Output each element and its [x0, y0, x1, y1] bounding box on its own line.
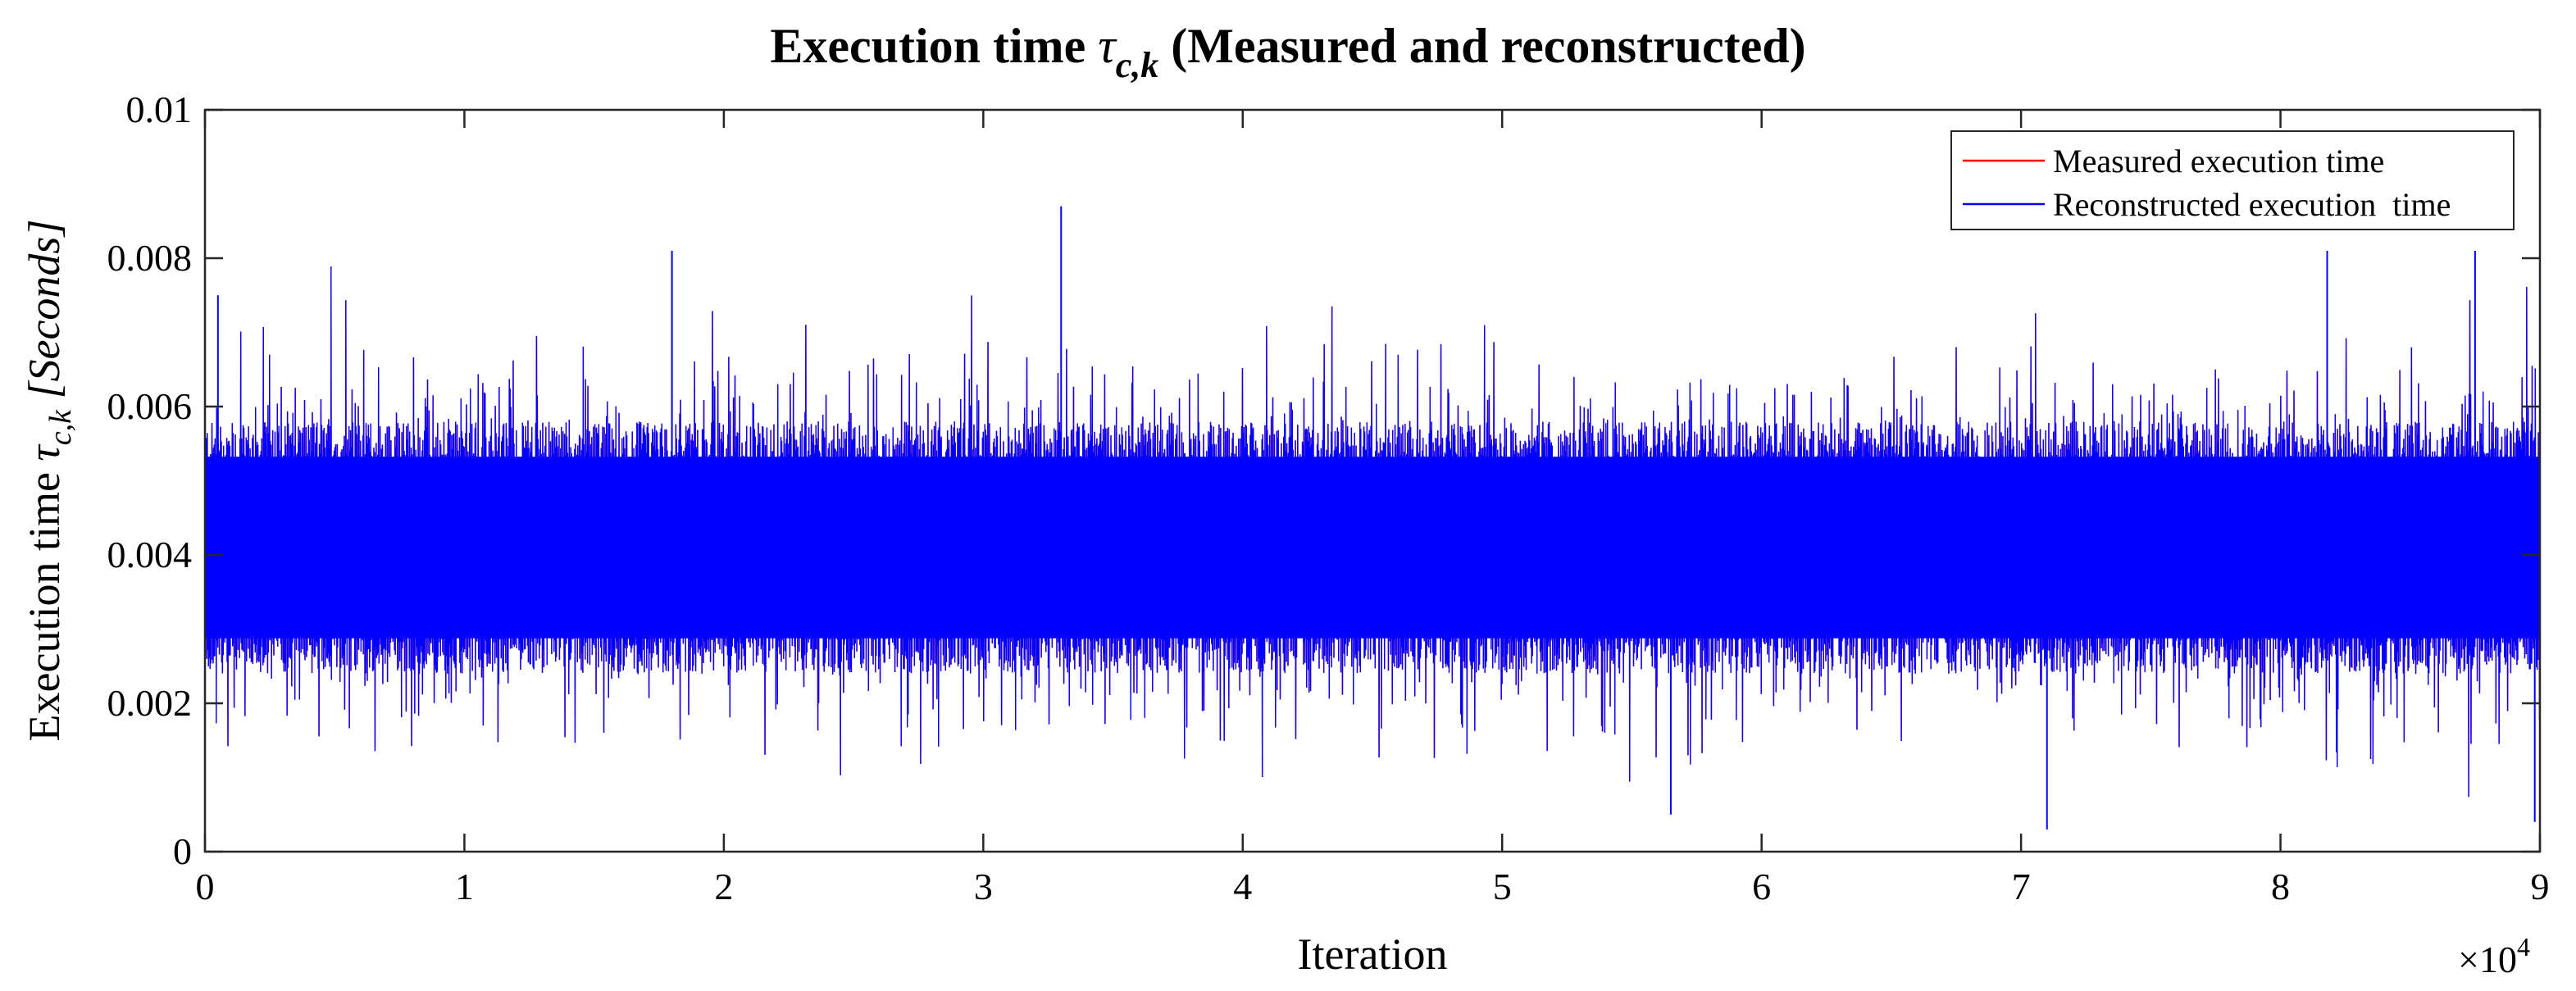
chart-title-subscript: c,k — [1116, 45, 1159, 85]
x-tick-label: 5 — [1493, 866, 1512, 907]
legend-box — [1950, 130, 2515, 230]
x-tick-label: 8 — [2271, 866, 2290, 907]
x-tick-label: 7 — [2012, 866, 2031, 907]
chart-title: Execution time τc,k (Measured and recons… — [770, 19, 1805, 85]
ticks-group: 0 1 2 3 4 5 6 7 8 9 0 0.002 0.004 0.006 0.008 0.01 — [107, 89, 2550, 907]
x-tick-label: 0 — [196, 866, 215, 907]
x-axis-exponent: ×104 — [2458, 932, 2530, 980]
y-tick-label: 0.002 — [107, 682, 193, 724]
legend-label-measured: Measured execution time — [2053, 143, 2384, 180]
x-axis-label: Iteration — [1298, 930, 1448, 979]
x-tick-label: 9 — [2531, 866, 2550, 907]
chart-title-suffix: (Measured and reconstructed) — [1158, 19, 1805, 73]
chart-title-symbol: τ — [1098, 19, 1117, 73]
y-tick-label: 0.01 — [126, 89, 193, 130]
y-axis-label-suffix: [Seconds] — [20, 220, 69, 410]
y-tick-label: 0 — [173, 830, 192, 872]
y-axis-label-symbol: τ — [20, 444, 69, 461]
x-tick-label: 6 — [1752, 866, 1771, 907]
x-tick-label: 2 — [714, 866, 733, 907]
y-tick-label: 0.008 — [107, 237, 193, 279]
x-axis-exponent-base: ×10 — [2458, 939, 2517, 980]
y-axis-label-subscript: c,k — [43, 409, 78, 445]
legend: Measured execution time Reconstructed ex… — [1950, 130, 2515, 230]
y-tick-label: 0.006 — [107, 385, 193, 427]
x-tick-label: 4 — [1233, 866, 1252, 907]
y-axis-label: Execution time τc,k [Seconds] — [20, 220, 78, 742]
x-axis-exponent-power: 4 — [2517, 932, 2530, 961]
signal-group — [204, 206, 2541, 830]
x-tick-label: 1 — [455, 866, 474, 907]
legend-label-reconstructed: Reconstructed execution time — [2053, 186, 2451, 223]
axes-frame — [203, 108, 2542, 853]
series-reconstructed-line — [204, 266, 2541, 798]
chart-title-prefix: Execution time — [770, 19, 1098, 73]
x-tick-label: 3 — [974, 866, 993, 907]
y-tick-label: 0.004 — [107, 534, 193, 575]
y-axis-label-prefix: Execution time — [20, 461, 69, 742]
